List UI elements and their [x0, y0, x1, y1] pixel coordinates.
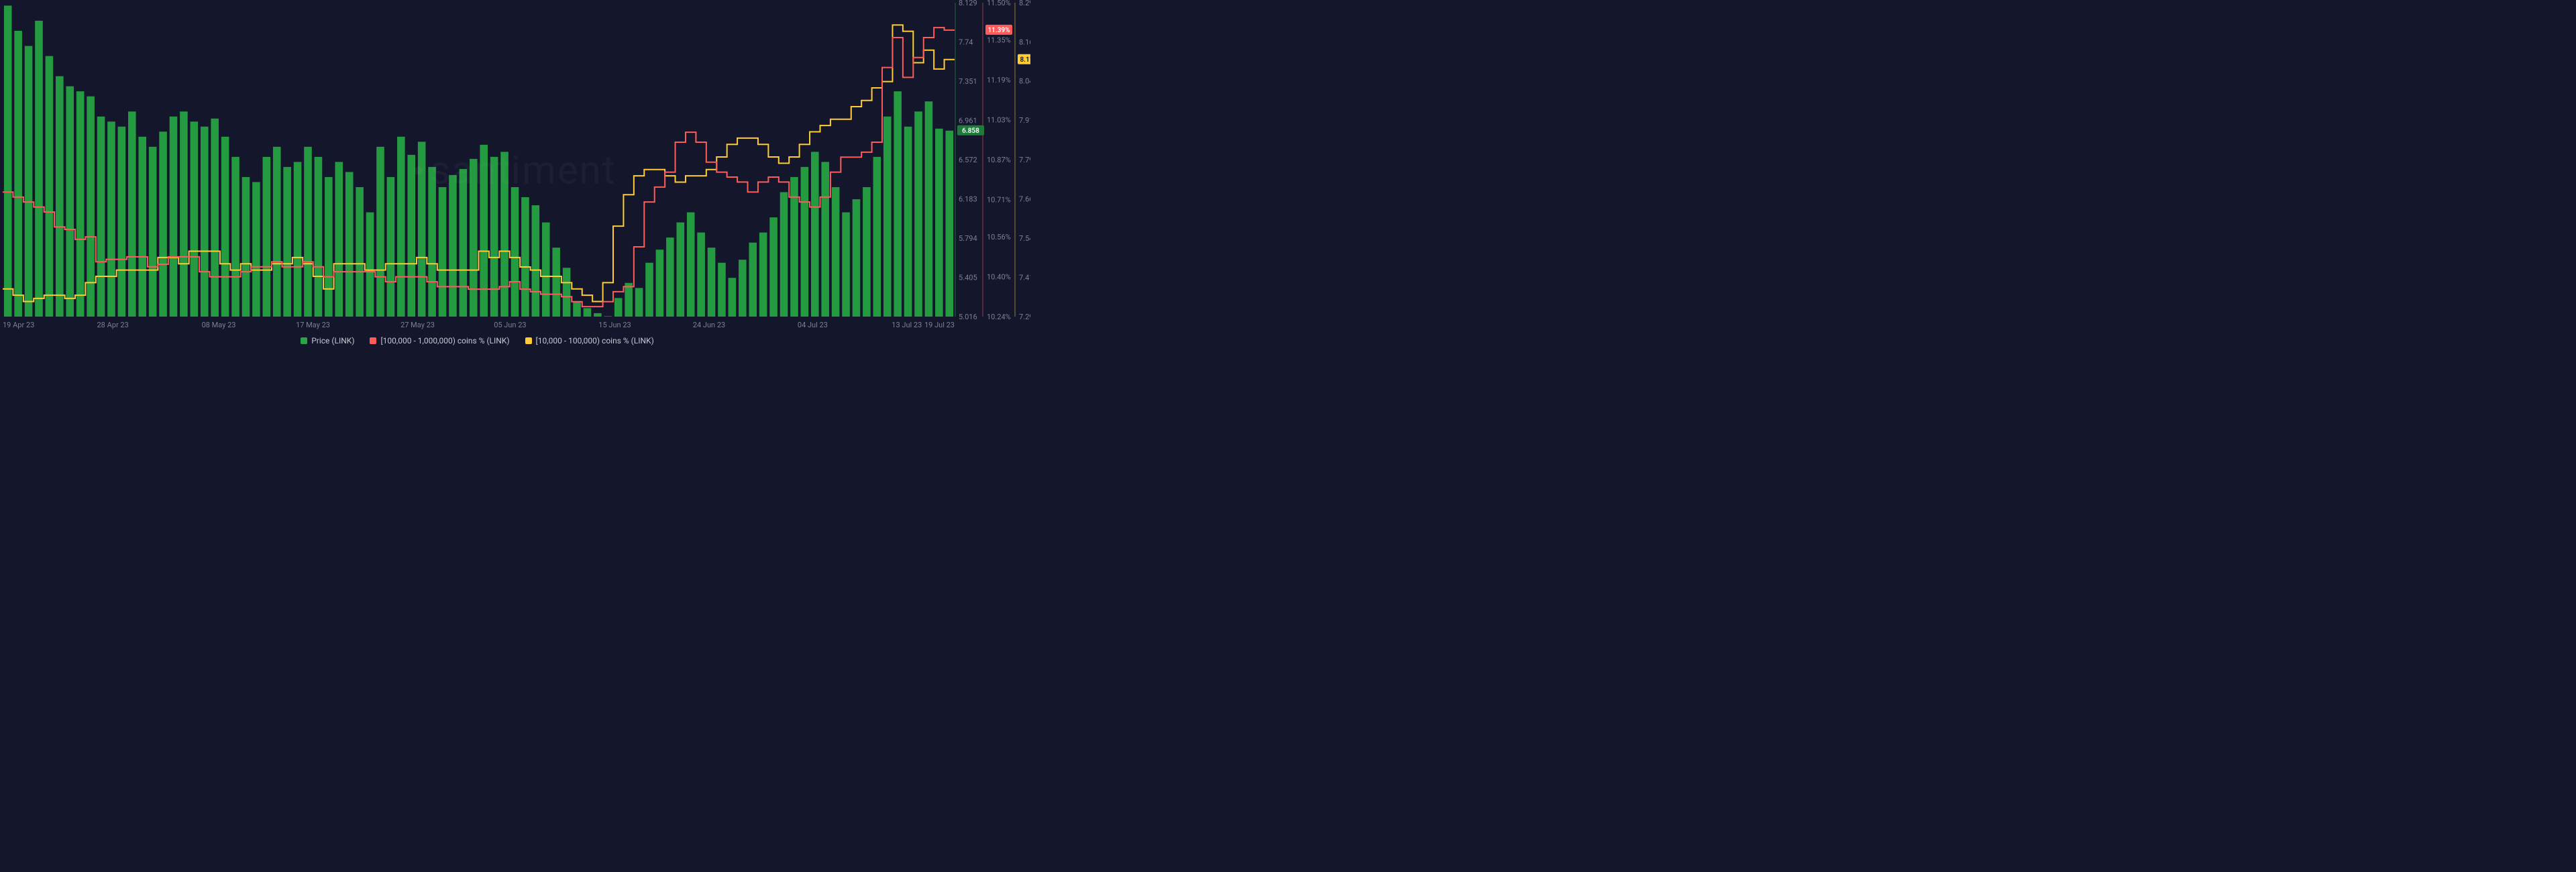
y-axis-label-red: 10.87%	[987, 156, 1011, 164]
legend-swatch-price	[301, 337, 307, 344]
y-axis-label-price: 7.351	[959, 77, 977, 86]
y-axis-label-red: 10.71%	[987, 195, 1011, 204]
legend: Price (LINK) [100,000 - 1,000,000) coins…	[0, 336, 955, 346]
y-axis-label-red: 11.50%	[987, 0, 1011, 7]
y-axis-label-yellow: 7.542%	[1019, 234, 1030, 243]
y-axis-label-red: 10.40%	[987, 273, 1011, 282]
y-axis-label-red: 11.35%	[987, 36, 1011, 45]
axis-badge-red: 11.39%	[985, 25, 1012, 35]
x-axis-label: 19 Jul 23	[924, 321, 955, 329]
legend-label-red: [100,000 - 1,000,000) coins % (LINK)	[380, 336, 509, 345]
y-axis-label-red: 10.56%	[987, 233, 1011, 241]
svg-text:6.858: 6.858	[962, 127, 979, 135]
y-axis-label-price: 5.016	[959, 313, 977, 321]
y-axis-label-yellow: 7.917%	[1019, 116, 1030, 125]
x-axis-label: 28 Apr 23	[97, 321, 129, 329]
y-axis-label-price: 6.572	[959, 156, 977, 164]
x-axis-label: 17 May 23	[296, 321, 330, 329]
y-axis-label-yellow: 8.166%	[1019, 38, 1030, 47]
y-axis-label-price: 6.183	[959, 195, 977, 204]
x-axis-label: 24 Jun 23	[693, 321, 725, 329]
legend-item-yellow[interactable]: [10,000 - 100,000) coins % (LINK)	[525, 336, 654, 345]
x-axis-label: 05 Jun 23	[494, 321, 526, 329]
y-axis-label-price: 5.405	[959, 274, 977, 282]
legend-swatch-yellow	[525, 337, 532, 344]
chart-container: santiment 19 Apr 2328 Apr 2308 May 2317 …	[0, 0, 1030, 349]
legend-label-price: Price (LINK)	[311, 336, 354, 345]
legend-item-price[interactable]: Price (LINK)	[301, 336, 354, 345]
y-axis-label-yellow: 7.292%	[1019, 313, 1030, 321]
y-axis-label-yellow: 8.291%	[1019, 0, 1030, 7]
y-axis-label-red: 11.03%	[987, 116, 1011, 125]
legend-swatch-red	[370, 337, 376, 344]
y-axis-label-yellow: 7.667%	[1019, 195, 1030, 203]
y-axis-label-price: 7.74	[959, 38, 973, 47]
svg-text:11.39%: 11.39%	[987, 27, 1010, 34]
x-axis-label: 27 May 23	[400, 321, 435, 329]
x-axis-label: 13 Jul 23	[892, 321, 922, 329]
y-axis-label-price: 6.961	[959, 117, 977, 125]
y-axis-label-red: 11.19%	[987, 76, 1011, 85]
x-axis-label: 15 Jun 23	[598, 321, 631, 329]
legend-item-red[interactable]: [100,000 - 1,000,000) coins % (LINK)	[370, 336, 509, 345]
x-axis-label: 04 Jul 23	[798, 321, 828, 329]
axis-badge-price: 6.858	[957, 125, 984, 135]
x-axis-label: 08 May 23	[202, 321, 236, 329]
y-axis-label-yellow: 7.792%	[1019, 156, 1030, 164]
x-axis-label: 19 Apr 23	[3, 321, 34, 329]
y-axis-label-red: 10.24%	[987, 313, 1011, 321]
y-axis-label-yellow: 8.042%	[1019, 77, 1030, 86]
svg-text:8.115%: 8.115%	[1020, 56, 1030, 64]
y-axis-label-yellow: 7.417%	[1019, 273, 1030, 282]
y-axis-label-price: 8.129	[959, 0, 977, 7]
chart-svg[interactable]: 19 Apr 23 28 Apr 23 08 May 23 17 May 23 27 M…	[0, 0, 1030, 349]
legend-label-yellow: [10,000 - 100,000) coins % (LINK)	[536, 336, 654, 345]
axis-badge-yellow: 8.115%	[1018, 54, 1030, 64]
y-axis-label-price: 5.794	[959, 234, 977, 243]
